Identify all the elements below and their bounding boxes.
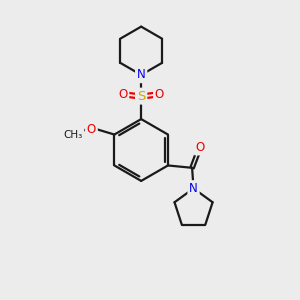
Text: S: S	[137, 90, 146, 103]
Text: O: O	[155, 88, 164, 101]
Text: O: O	[118, 88, 128, 101]
Text: O: O	[87, 123, 96, 136]
Text: O: O	[195, 141, 205, 154]
Text: CH₃: CH₃	[64, 130, 83, 140]
Text: N: N	[137, 68, 146, 81]
Text: N: N	[189, 182, 198, 195]
